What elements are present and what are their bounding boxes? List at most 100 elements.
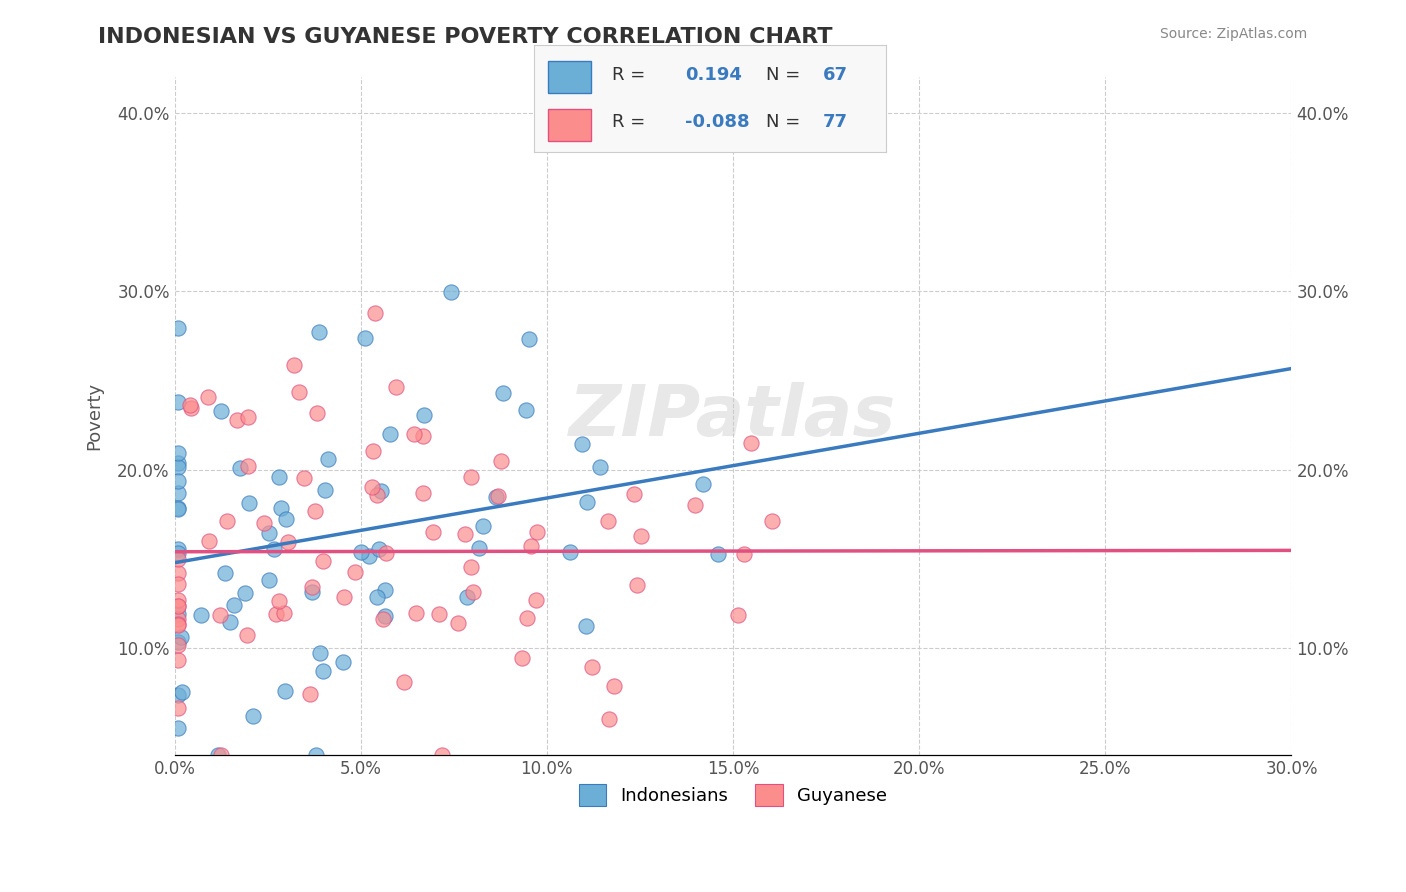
Text: INDONESIAN VS GUYANESE POVERTY CORRELATION CHART: INDONESIAN VS GUYANESE POVERTY CORRELATI… [98,27,832,46]
Indonesians [316,452,339,467]
Guyanese [366,487,388,501]
Indonesians [209,404,232,418]
Indonesians [707,547,730,561]
Guyanese [512,651,534,665]
Indonesians [259,525,281,540]
Indonesians [242,709,264,723]
FancyBboxPatch shape [548,61,591,93]
Guyanese [167,599,190,613]
Guyanese [344,565,367,579]
Guyanese [236,628,259,642]
Text: N =: N = [766,66,800,84]
Indonesians [301,585,323,599]
Guyanese [412,429,434,443]
Indonesians [515,403,537,417]
Guyanese [361,444,384,458]
Guyanese [208,608,231,623]
Guyanese [198,533,221,548]
Indonesians [368,542,391,557]
Guyanese [167,617,190,632]
Guyanese [267,594,290,608]
Indonesians [235,586,257,600]
Guyanese [412,486,434,500]
Indonesians [270,500,292,515]
Guyanese [167,638,190,652]
Guyanese [180,401,202,415]
Indonesians [311,665,333,679]
Indonesians [413,408,436,422]
Guyanese [460,560,482,574]
Guyanese [167,552,190,566]
Guyanese [209,747,232,762]
Indonesians [305,747,328,762]
Text: -0.088: -0.088 [686,112,749,130]
Indonesians [167,634,190,648]
Guyanese [283,358,305,372]
Indonesians [357,549,380,563]
Guyanese [385,380,408,394]
Guyanese [460,470,482,484]
Guyanese [167,566,190,580]
Indonesians [190,608,212,623]
Guyanese [405,607,427,621]
Indonesians [374,582,396,597]
Guyanese [167,653,190,667]
Indonesians [332,655,354,669]
Indonesians [366,590,388,604]
Guyanese [167,617,190,632]
Guyanese [332,590,354,604]
Guyanese [727,608,749,623]
Indonesians [167,502,190,516]
Guyanese [301,580,323,594]
Text: 0.194: 0.194 [686,66,742,84]
Guyanese [197,390,219,404]
Indonesians [350,544,373,558]
Guyanese [304,504,326,518]
Guyanese [179,398,201,412]
Guyanese [740,435,762,450]
Guyanese [371,612,394,626]
Indonesians [170,630,193,644]
Indonesians [276,512,298,526]
Guyanese [447,615,470,630]
Guyanese [516,611,538,625]
Guyanese [375,546,398,560]
Guyanese [273,606,295,620]
Guyanese [264,607,287,621]
Guyanese [167,599,190,613]
Indonesians [269,470,291,484]
Indonesians [560,545,582,559]
Indonesians [370,483,392,498]
Guyanese [461,584,484,599]
Guyanese [598,712,620,726]
Indonesians [571,436,593,450]
Legend: Indonesians, Guyanese: Indonesians, Guyanese [572,777,894,814]
Guyanese [581,660,603,674]
Indonesians [224,598,246,612]
Guyanese [312,554,335,568]
Indonesians [468,541,491,555]
Indonesians [167,320,190,334]
Guyanese [404,426,426,441]
Indonesians [314,483,336,497]
Guyanese [394,674,416,689]
Indonesians [167,607,190,621]
Indonesians [167,485,190,500]
Indonesians [219,615,242,630]
Indonesians [575,619,598,633]
Guyanese [288,384,311,399]
Guyanese [167,577,190,591]
Guyanese [361,480,384,494]
Guyanese [253,516,276,530]
Indonesians [485,490,508,504]
Indonesians [207,747,229,762]
Indonesians [471,519,494,533]
Guyanese [623,487,645,501]
Guyanese [454,527,477,541]
Text: R =: R = [612,112,645,130]
Indonesians [576,495,599,509]
Indonesians [167,395,190,409]
Guyanese [167,612,190,626]
Y-axis label: Poverty: Poverty [86,382,103,450]
Guyanese [489,453,512,467]
